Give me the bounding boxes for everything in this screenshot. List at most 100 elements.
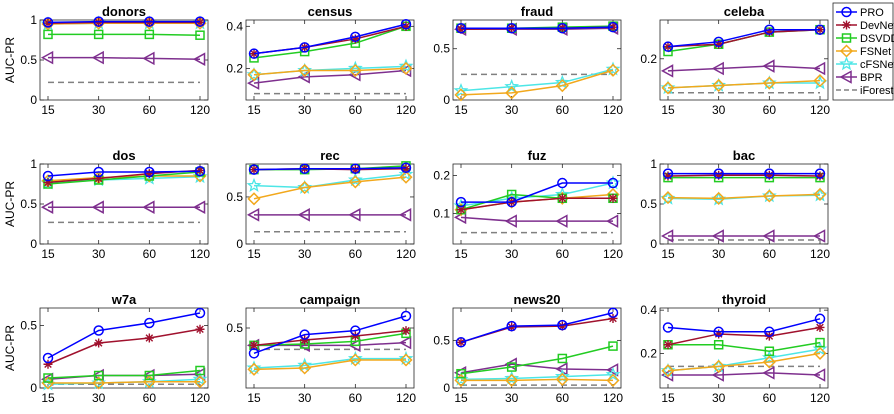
chart-w7a-series-dsvdd-point bbox=[43, 373, 53, 383]
chart-fuz-series-bpr-line bbox=[460, 216, 613, 222]
chart-bac-series-pro-point bbox=[764, 168, 775, 179]
chart-thyroid-title: thyroid bbox=[722, 292, 766, 307]
chart-bac-series-devnet-point bbox=[815, 171, 825, 181]
chart-dos-series-devnet-point bbox=[94, 173, 104, 183]
chart-campaign-series-bpr-point bbox=[398, 335, 412, 350]
chart-fraud-series-fsnet-point bbox=[505, 86, 519, 100]
chart-celeba-series-devnet-point bbox=[714, 39, 724, 49]
chart-legend: PRODevNetDSVDDFSNetcFSNetBPRiForest bbox=[832, 2, 894, 101]
chart-rec-series-fsnet-point bbox=[399, 170, 413, 184]
chart-thyroid-series-fsnet-point bbox=[712, 359, 726, 373]
chart-dos-series-pro-point bbox=[144, 166, 155, 178]
chart-fuz-xtick-label: 60 bbox=[556, 247, 570, 261]
chart-celeba-xtick-label: 15 bbox=[661, 103, 675, 117]
chart-bac-series-pro-point bbox=[662, 168, 674, 179]
chart-dos-ytick-label: 0 bbox=[30, 237, 37, 251]
chart-news20-series-devnet-point bbox=[557, 321, 567, 331]
chart-campaign-series-pro-point bbox=[350, 325, 361, 336]
chart-dos-xtick-label: 60 bbox=[143, 247, 157, 261]
chart-donors-title: donors bbox=[102, 4, 146, 19]
chart-rec-ytick-label: 0.5 bbox=[226, 190, 243, 204]
chart-rec-series-pro-line bbox=[253, 167, 407, 171]
chart-fuz-xtick-label: 30 bbox=[505, 247, 519, 261]
chart-bac-ytick-label: 0 bbox=[650, 237, 657, 251]
chart-fraud-xtick-label: 30 bbox=[505, 103, 519, 117]
chart-donors-series-devnet-line bbox=[47, 21, 200, 24]
chart-dos-series-bpr-point bbox=[142, 200, 155, 214]
chart-donors-series-pro-point bbox=[93, 16, 104, 27]
chart-fraud-series-pro-point bbox=[455, 22, 467, 34]
chart-w7a-panel: w7a AUC-PR 0 0.5 15 30 60 120 bbox=[3, 292, 210, 405]
chart-rec-series-bpr-point bbox=[297, 208, 310, 222]
chart-rec-series-fsnet-line bbox=[253, 176, 407, 200]
chart-bac-series-bpr-point bbox=[711, 229, 724, 243]
chart-celeba-series-bpr-line bbox=[667, 65, 821, 72]
chart-donors-series-bpr-point bbox=[192, 52, 206, 66]
chart-dos-series-devnet-point bbox=[43, 177, 53, 187]
chart-census-panel: census 0.2 0.4 15 30 60 120 bbox=[226, 4, 416, 117]
chart-news20-series-dsvdd-point bbox=[456, 368, 466, 379]
chart-w7a-series-devnet-point bbox=[43, 359, 53, 369]
chart-rec-series-devnet-point bbox=[350, 165, 360, 175]
chart-w7a-series-dsvdd-line bbox=[47, 369, 201, 379]
chart-fuz-series-pro-point bbox=[455, 196, 467, 208]
chart-legend-iforest-label: iForest bbox=[860, 85, 894, 97]
chart-census-series-pro-point bbox=[248, 48, 260, 59]
chart-thyroid-xtick-label: 120 bbox=[810, 391, 830, 405]
chart-bac-series-devnet-point bbox=[714, 170, 724, 180]
chart-news20-series-dsvdd-line bbox=[460, 345, 614, 375]
chart-thyroid-ytick-label: 0.2 bbox=[640, 346, 657, 360]
chart-news20-series-bpr-point bbox=[605, 363, 619, 377]
chart-thyroid-ytick-label: 0.4 bbox=[640, 303, 657, 317]
chart-bac-panel: bac 0 0.5 1 15 30 60 120 bbox=[640, 148, 830, 261]
chart-dos-xtick-label: 30 bbox=[92, 247, 106, 261]
chart-rec-series-bpr-point bbox=[246, 208, 260, 222]
chart-bac-series-fsnet-line bbox=[667, 193, 821, 200]
chart-dos-title: dos bbox=[112, 148, 135, 163]
chart-census-series-pro-line bbox=[253, 23, 407, 55]
chart-celeba-xtick-label: 120 bbox=[810, 103, 830, 117]
chart-rec-xtick-label: 30 bbox=[298, 247, 312, 261]
chart-campaign-series-fsnet-point bbox=[247, 362, 261, 376]
chart-bac-series-fsnet-point bbox=[813, 187, 827, 201]
chart-dos-xtick-label: 15 bbox=[41, 247, 55, 261]
chart-fuz-series-bpr-point bbox=[555, 214, 568, 228]
chart-rec-series-cfsnet-point bbox=[246, 177, 262, 192]
chart-census-series-fsnet-point bbox=[348, 63, 362, 78]
chart-w7a-xtick-label: 60 bbox=[143, 391, 157, 405]
chart-bac-title: bac bbox=[733, 148, 755, 163]
chart-census-series-pro-point bbox=[350, 31, 361, 43]
chart-w7a-series-devnet-point bbox=[94, 338, 104, 348]
chart-celeba-series-fsnet-point bbox=[661, 81, 675, 95]
chart-rec-xtick-label: 60 bbox=[349, 247, 363, 261]
chart-census-series-fsnet-point bbox=[399, 61, 413, 75]
chart-campaign-xtick-label: 15 bbox=[247, 391, 261, 405]
chart-celeba-xtick-label: 60 bbox=[763, 103, 777, 117]
chart-dos-series-devnet-point bbox=[195, 165, 205, 175]
chart-dos-series-pro-point bbox=[194, 165, 206, 177]
chart-w7a-xtick-label: 15 bbox=[41, 391, 55, 405]
chart-fraud-series-cfsnet-point bbox=[453, 82, 469, 98]
chart-celeba-series-pro-point bbox=[662, 41, 674, 52]
chart-campaign-axes bbox=[245, 307, 415, 389]
chart-campaign-series-devnet-point bbox=[300, 335, 310, 345]
chart-fuz-series-pro-point bbox=[557, 177, 568, 189]
chart-fraud-series-fsnet-line bbox=[460, 69, 614, 96]
chart-rec-series-pro-point bbox=[350, 163, 361, 174]
chart-thyroid-series-bpr-point bbox=[762, 366, 775, 380]
chart-census-ytick-label: 0.2 bbox=[226, 61, 243, 75]
chart-thyroid-series-fsnet-point bbox=[762, 355, 776, 369]
chart-news20-series-cfsnet-point bbox=[605, 366, 621, 381]
chart-fraud-series-pro-point bbox=[506, 22, 517, 34]
chart-fuz-series-devnet-point bbox=[608, 193, 618, 203]
chart-campaign-series-pro-point bbox=[400, 310, 412, 322]
chart-celeba-series-pro-line bbox=[667, 28, 820, 48]
chart-news20-xtick-label: 30 bbox=[505, 391, 519, 405]
chart-celeba-series-fsnet-point bbox=[712, 78, 726, 93]
chart-fraud-xtick-label: 60 bbox=[556, 103, 570, 117]
chart-w7a-ytick-label: 0 bbox=[30, 381, 37, 395]
chart-thyroid-xtick-label: 30 bbox=[712, 391, 726, 405]
chart-dos-series-fsnet-line bbox=[47, 175, 200, 182]
chart-donors-series-pro-point bbox=[144, 16, 155, 27]
